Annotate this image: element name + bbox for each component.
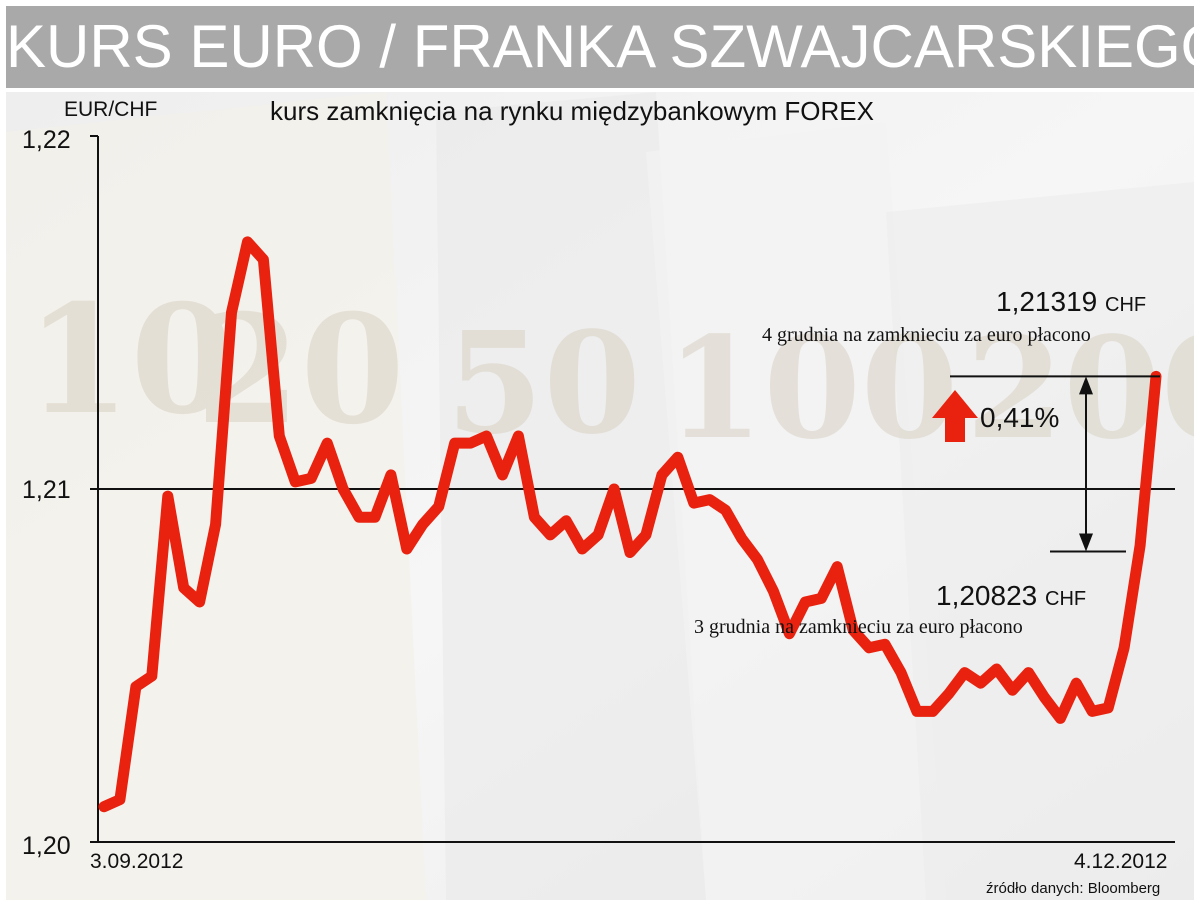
x-start-label: 3.09.2012 — [90, 850, 184, 873]
chart-subtitle: kurs zamknięcia na rynku międzybankowym … — [270, 96, 874, 126]
y-tick-label-top: 1,22 — [22, 126, 71, 154]
high-description: 4 grudnia na zamknieciu za euro płacono — [762, 324, 1091, 346]
series-line — [98, 236, 1162, 813]
high-value: 1,21319 — [996, 286, 1098, 317]
svg-text:100: 100 — [666, 307, 958, 471]
range-arrow-head-down — [1079, 533, 1093, 552]
low-value-annotation: 1,20823 CHF — [936, 580, 1086, 612]
low-description: 3 grudnia na zamknieciu za euro płacono — [694, 616, 1023, 638]
banknote-background: 10 20 50 100 200 — [6, 92, 1194, 900]
title-bar: KURS EURO / FRANKA SZWAJCARSKIEGO — [6, 6, 1200, 88]
low-unit: CHF — [1045, 588, 1087, 610]
y-axis-unit-label: EUR/CHF — [64, 98, 158, 121]
chart-title: KURS EURO / FRANKA SZWAJCARSKIEGO — [6, 13, 1200, 80]
low-value: 1,20823 — [936, 580, 1038, 611]
svg-text:10: 10 — [26, 272, 235, 448]
high-value-annotation: 1,21319 CHF — [996, 286, 1146, 318]
up-arrow-icon — [932, 390, 978, 442]
high-unit: CHF — [1105, 294, 1147, 316]
change-percent: 0,41% — [980, 402, 1060, 433]
source-label: źródło danych: Bloomberg — [986, 880, 1161, 897]
y-tick-label-bottom: 1,20 — [22, 832, 71, 860]
range-arrow-head-up — [1079, 376, 1093, 395]
x-end-label: 4.12.2012 — [1074, 850, 1168, 873]
y-tick-label-middle: 1,21 — [22, 476, 71, 504]
